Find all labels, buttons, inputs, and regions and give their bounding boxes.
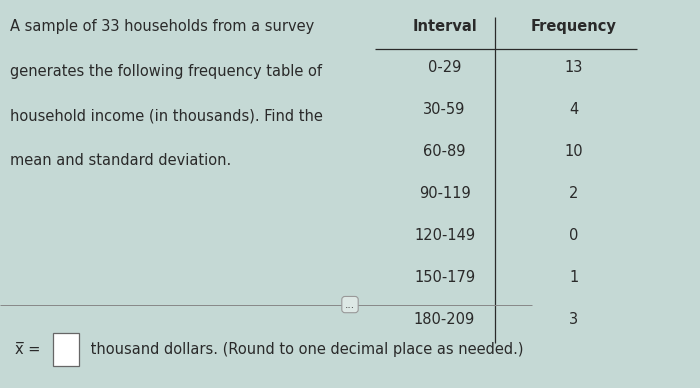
Text: 0: 0 bbox=[569, 228, 579, 243]
Text: 150-179: 150-179 bbox=[414, 270, 475, 285]
Text: 120-149: 120-149 bbox=[414, 228, 475, 243]
Text: 2: 2 bbox=[569, 186, 579, 201]
Text: 10: 10 bbox=[565, 144, 583, 159]
Text: 0-29: 0-29 bbox=[428, 60, 461, 75]
Text: 4: 4 bbox=[569, 102, 579, 117]
Text: 13: 13 bbox=[565, 60, 583, 75]
Text: 1: 1 bbox=[569, 270, 579, 285]
Text: Frequency: Frequency bbox=[531, 19, 617, 35]
Text: Interval: Interval bbox=[412, 19, 477, 35]
Text: x̅ =: x̅ = bbox=[15, 342, 41, 357]
Text: ...: ... bbox=[345, 300, 355, 310]
Text: 180-209: 180-209 bbox=[414, 312, 475, 327]
Text: 30-59: 30-59 bbox=[424, 102, 466, 117]
Text: 3: 3 bbox=[569, 312, 579, 327]
Text: 90-119: 90-119 bbox=[419, 186, 470, 201]
Text: thousand dollars. (Round to one decimal place as needed.): thousand dollars. (Round to one decimal … bbox=[86, 342, 524, 357]
Text: household income (in thousands). Find the: household income (in thousands). Find th… bbox=[10, 109, 323, 124]
Text: A sample of 33 households from a survey: A sample of 33 households from a survey bbox=[10, 19, 315, 35]
Text: generates the following frequency table of: generates the following frequency table … bbox=[10, 64, 323, 79]
Text: mean and standard deviation.: mean and standard deviation. bbox=[10, 153, 232, 168]
Text: 60-89: 60-89 bbox=[424, 144, 466, 159]
FancyBboxPatch shape bbox=[52, 333, 79, 365]
